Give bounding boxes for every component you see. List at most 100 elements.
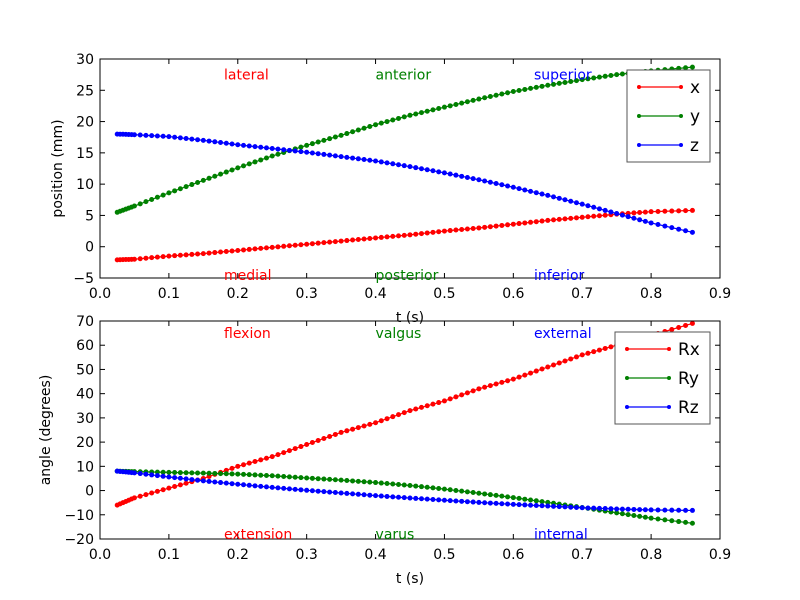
position-point-x [355, 237, 361, 243]
position-point-x [292, 242, 298, 248]
position-point-x [223, 249, 229, 255]
position-point-y [258, 157, 264, 163]
position-point-y [401, 114, 407, 120]
position-point-y [390, 117, 396, 123]
position-annotation-superior: superior [534, 68, 592, 84]
position-point-z [396, 162, 402, 168]
angle-point-Rz [246, 482, 252, 488]
angle-point-Ry [516, 495, 522, 501]
position-point-y [424, 108, 430, 114]
position-point-y [464, 99, 470, 105]
angle-point-Rx [562, 358, 568, 364]
position-y-tick-label: 25 [76, 83, 94, 99]
angle-point-Rx [235, 463, 241, 469]
angle-point-Ry [487, 492, 493, 498]
angle-point-Rz [315, 488, 321, 494]
angle-point-Ry [470, 490, 476, 496]
position-point-x [648, 209, 654, 215]
angle-x-tick-label: 0.1 [158, 547, 180, 563]
angle-point-Rz [401, 495, 407, 501]
angle-point-Rx [166, 485, 172, 491]
angle-annotation-external: external [534, 326, 592, 342]
angle-point-Rz [591, 505, 597, 511]
position-point-x [528, 219, 534, 225]
angle-point-Rx [154, 488, 160, 494]
angle-point-Rz [160, 473, 166, 479]
angle-annotation-valgus: valgus [376, 326, 422, 342]
position-chart: 0.0 0.1 0.2 0.3 0.4 0.5 0.6 0.7 0.8 0.9 −5 0 5 10 15 20… [50, 52, 731, 326]
position-point-z [292, 148, 298, 154]
position-point-x [258, 245, 264, 251]
angle-point-Rz [516, 502, 522, 508]
angle-point-Rx [327, 433, 333, 439]
position-point-x [269, 244, 275, 250]
position-point-z [281, 147, 287, 153]
angle-point-Ry [619, 511, 625, 517]
angle-annotations: flexion valgus external extension varus inter… [224, 326, 592, 543]
angle-point-Rz [361, 492, 367, 498]
position-point-y [384, 119, 390, 125]
angle-point-Rx [482, 384, 488, 390]
angle-point-Rz [669, 507, 675, 513]
angle-point-Rx [441, 398, 447, 404]
angle-point-Rx [338, 429, 344, 435]
position-point-z [367, 157, 373, 163]
angle-point-Ry [401, 482, 407, 488]
angle-point-Rx [413, 406, 419, 412]
position-point-x [516, 221, 522, 227]
angle-point-Rz [218, 480, 224, 486]
position-point-y [131, 203, 137, 209]
position-point-y [160, 192, 166, 198]
position-point-z [269, 145, 275, 151]
angle-point-Rx [378, 418, 384, 424]
position-point-y [614, 72, 620, 78]
angle-point-Rx [424, 403, 430, 409]
position-point-z [655, 222, 661, 227]
angle-y-tick-label: −10 [64, 508, 94, 524]
position-point-z [206, 138, 212, 144]
angle-legend-label-Rz: Rz [678, 398, 699, 418]
angle-point-Rx [160, 487, 166, 493]
angle-point-Rz [648, 507, 654, 513]
angle-point-Rx [522, 372, 528, 378]
angle-point-Rz [355, 491, 361, 497]
angle-point-Rx [453, 394, 459, 400]
position-point-y [373, 122, 379, 128]
position-point-x [493, 223, 499, 229]
position-point-y [573, 78, 579, 84]
angle-point-Ry [332, 477, 338, 483]
position-point-x [642, 209, 648, 215]
angle-point-Ry [453, 487, 459, 493]
angle-point-Ry [172, 470, 178, 476]
position-point-z [298, 149, 304, 155]
angle-point-Rx [332, 431, 338, 437]
position-point-z [390, 161, 396, 167]
position-point-z [235, 142, 241, 148]
position-point-y [596, 74, 602, 80]
position-point-y [407, 112, 413, 118]
position-point-z [482, 178, 488, 184]
position-point-x [539, 218, 545, 224]
position-point-y [327, 136, 333, 142]
position-point-y [510, 89, 516, 95]
position-point-z [573, 200, 579, 206]
position-legend-marker-x [679, 85, 683, 89]
angle-point-Ry [522, 496, 528, 502]
angle-point-Rz [338, 490, 344, 496]
angle-point-Rz [556, 504, 562, 510]
position-point-x [143, 255, 149, 261]
position-point-z [487, 179, 493, 185]
angle-point-Rx [298, 444, 304, 450]
angle-point-Rx [390, 414, 396, 420]
position-x-tick-label: 0.6 [502, 286, 524, 302]
angle-point-Rx [229, 465, 235, 471]
position-annotation-medial: medial [224, 268, 272, 284]
position-point-z [637, 217, 643, 223]
position-series-layer [114, 64, 695, 263]
position-point-z [160, 133, 166, 139]
position-point-z [453, 172, 459, 178]
position-point-x [183, 252, 189, 258]
position-point-y [522, 86, 528, 92]
position-point-x [396, 233, 402, 239]
angle-point-Rz [545, 503, 551, 509]
